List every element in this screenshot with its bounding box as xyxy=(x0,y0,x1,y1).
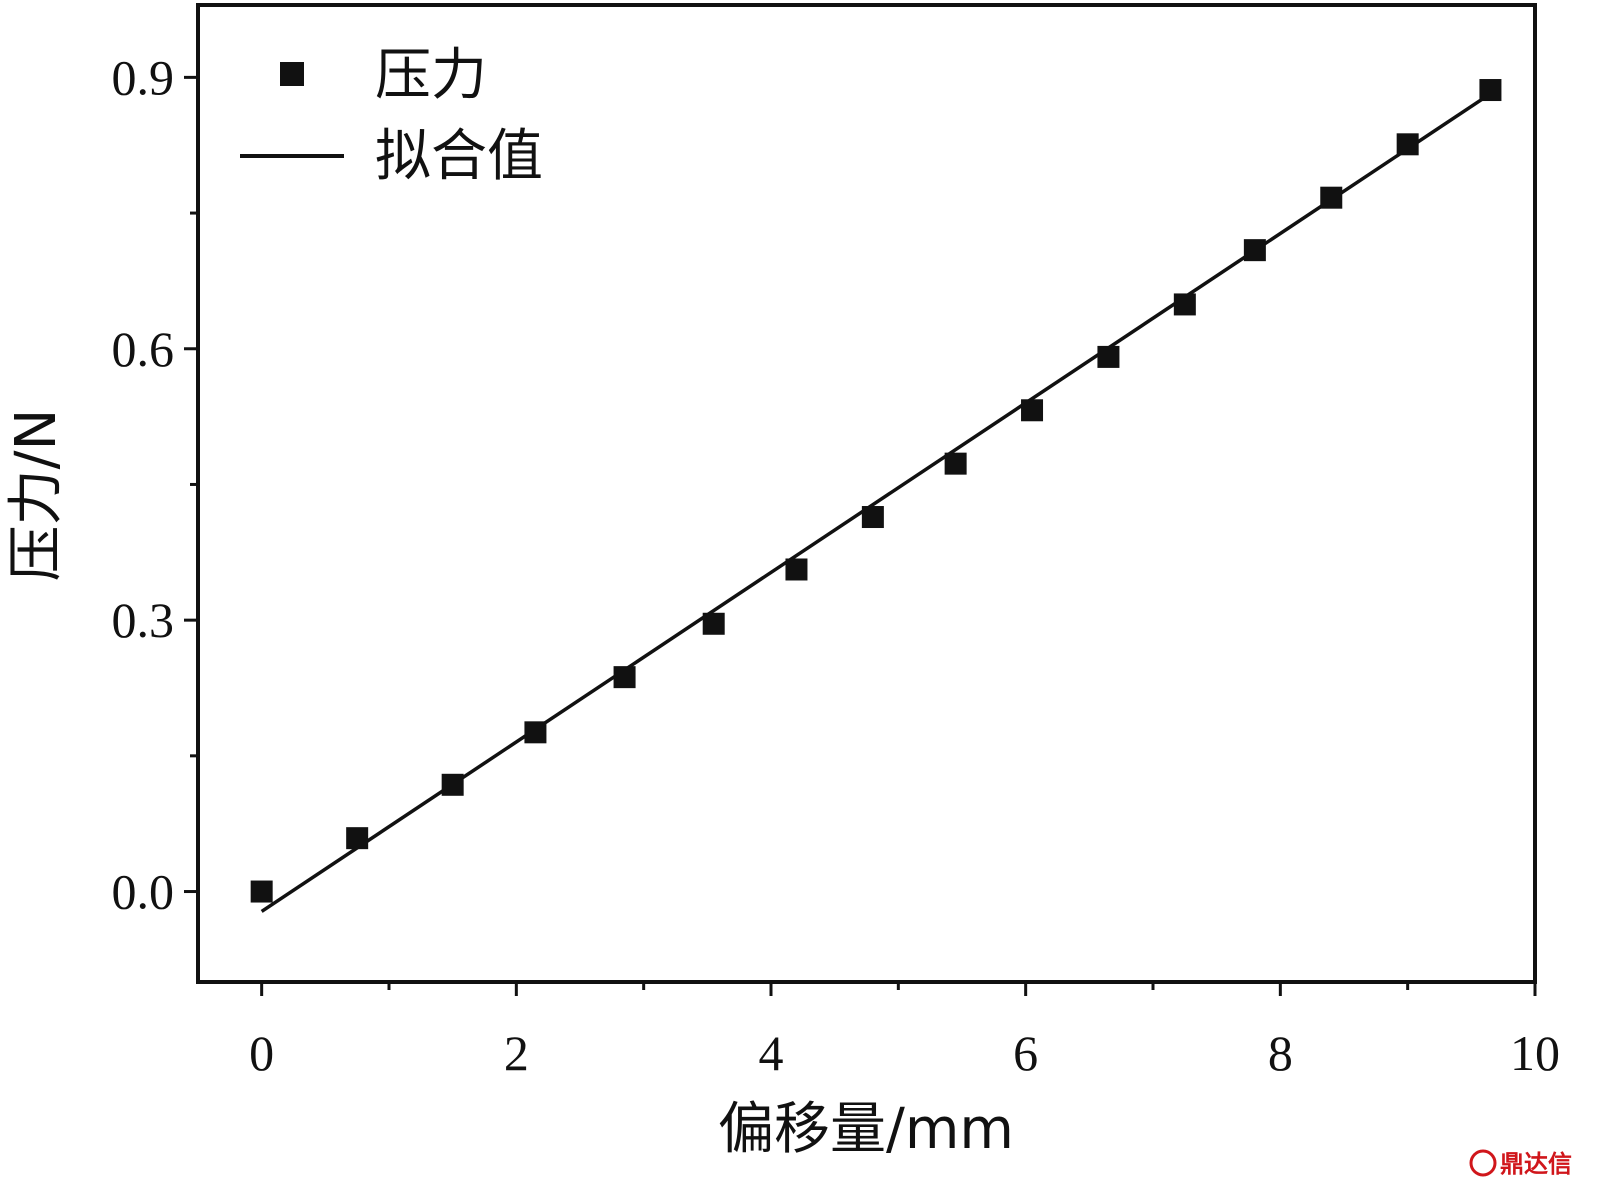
x-tick-label: 10 xyxy=(1510,1025,1560,1081)
data-point xyxy=(441,773,464,796)
data-point xyxy=(1173,293,1196,316)
y-tick-label: 0.3 xyxy=(112,592,175,648)
data-point xyxy=(785,558,808,581)
y-tick-label: 0.9 xyxy=(112,49,175,105)
data-point xyxy=(1479,79,1502,102)
legend-marker-pressure xyxy=(280,62,304,86)
legend-label-fit: 拟合值 xyxy=(375,124,543,189)
data-point xyxy=(524,721,547,744)
data-point xyxy=(1021,399,1044,422)
y-axis-ticks: 0.0 0.3 0.6 0.9 xyxy=(112,49,198,920)
data-point xyxy=(1396,133,1419,156)
x-tick-label: 0 xyxy=(249,1025,274,1081)
data-point xyxy=(1243,239,1266,262)
x-axis-ticks: 0 2 4 6 8 10 xyxy=(249,982,1560,1081)
x-tick-label: 4 xyxy=(759,1025,784,1081)
y-axis-title: 压力/N xyxy=(4,409,69,582)
data-point xyxy=(1320,186,1343,209)
data-point xyxy=(1097,345,1120,368)
plot-frame xyxy=(196,3,1537,984)
y-tick-label: 0.6 xyxy=(112,321,175,377)
fit-line-series xyxy=(260,92,1492,913)
fit-line xyxy=(260,92,1492,913)
data-point xyxy=(613,666,636,689)
x-axis-title: 偏移量/mm xyxy=(718,1097,1014,1162)
watermark-logo-icon xyxy=(1469,1149,1497,1177)
watermark: 鼎达信 xyxy=(1469,1149,1572,1178)
data-point xyxy=(861,506,884,529)
data-point xyxy=(944,452,967,475)
watermark-text: 鼎达信 xyxy=(1500,1150,1572,1178)
legend: 压力 拟合值 xyxy=(240,43,543,189)
y-tick-label: 0.0 xyxy=(112,864,175,920)
legend-label-pressure: 压力 xyxy=(375,43,487,108)
x-tick-label: 2 xyxy=(504,1025,529,1081)
x-tick-label: 6 xyxy=(1013,1025,1038,1081)
data-point xyxy=(250,880,273,903)
pressure-series xyxy=(250,79,1502,903)
x-tick-label: 8 xyxy=(1268,1025,1293,1081)
data-point xyxy=(702,612,725,635)
data-point xyxy=(346,827,369,850)
